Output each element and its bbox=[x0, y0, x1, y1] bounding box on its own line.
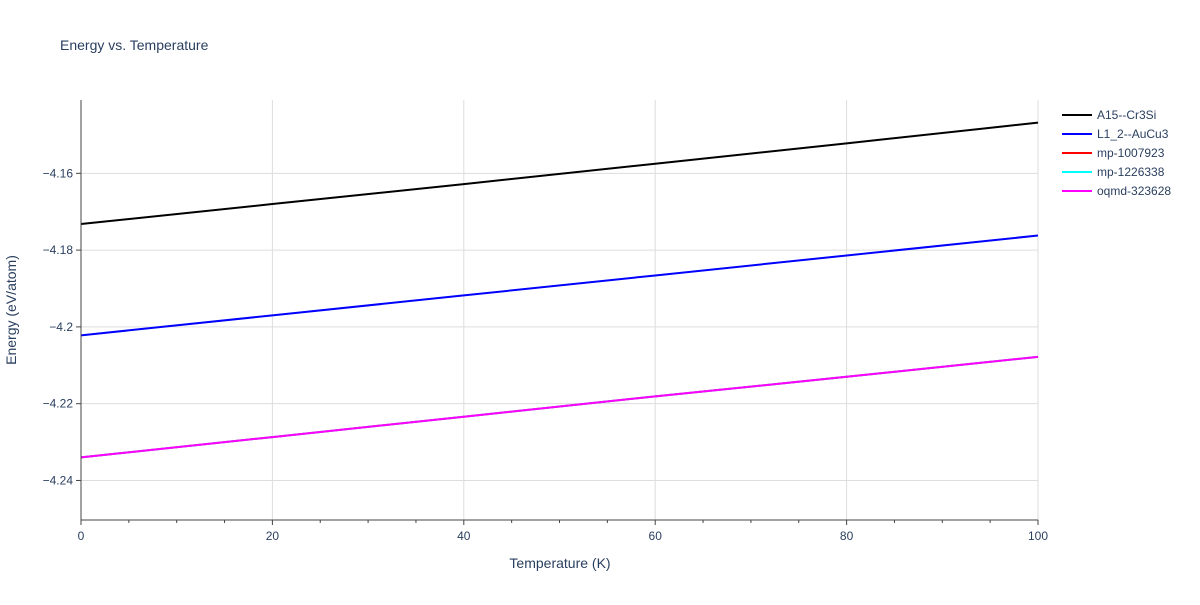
x-axis-label: Temperature (K) bbox=[509, 555, 610, 571]
series-layer bbox=[80, 121, 1039, 459]
legend-label-mp-1226338: mp-1226338 bbox=[1097, 165, 1165, 179]
y-tick-label: −4.24 bbox=[43, 473, 74, 487]
series-line-a15-cr3si bbox=[80, 121, 1039, 225]
legend-label-l1-2-aucu3: L1_2--AuCu3 bbox=[1097, 127, 1169, 141]
x-tick-label: 60 bbox=[649, 529, 663, 543]
y-tick-label: −4.16 bbox=[43, 166, 74, 180]
x-tick-label: 80 bbox=[840, 529, 854, 543]
y-axis-label: Energy (eV/atom) bbox=[3, 255, 19, 365]
legend-label-oqmd-323628: oqmd-323628 bbox=[1097, 184, 1171, 198]
chart-title: Energy vs. Temperature bbox=[60, 37, 209, 53]
series-line-oqmd-323628 bbox=[80, 355, 1039, 459]
x-tick-label: 40 bbox=[457, 529, 471, 543]
legend-label-mp-1007923: mp-1007923 bbox=[1097, 146, 1165, 160]
x-tick-label: 20 bbox=[266, 529, 280, 543]
legend-label-a15-cr3si: A15--Cr3Si bbox=[1097, 108, 1156, 122]
series-line-l1-2-aucu3 bbox=[80, 234, 1039, 337]
x-tick-label: 0 bbox=[78, 529, 85, 543]
axis-layer: 0 20 40 60 80 100 −4.24 −4.22 −4.2 −4.18 −4.16 bbox=[43, 100, 1048, 543]
x-tick-label: 100 bbox=[1028, 529, 1048, 543]
y-tick-label: −4.22 bbox=[43, 397, 74, 411]
legend: A15--Cr3Si L1_2--AuCu3 mp-1007923 mp-122633… bbox=[1062, 108, 1171, 198]
y-tick-label: −4.2 bbox=[49, 320, 73, 334]
grid-layer bbox=[81, 100, 1039, 520]
y-tick-label: −4.18 bbox=[43, 243, 74, 257]
